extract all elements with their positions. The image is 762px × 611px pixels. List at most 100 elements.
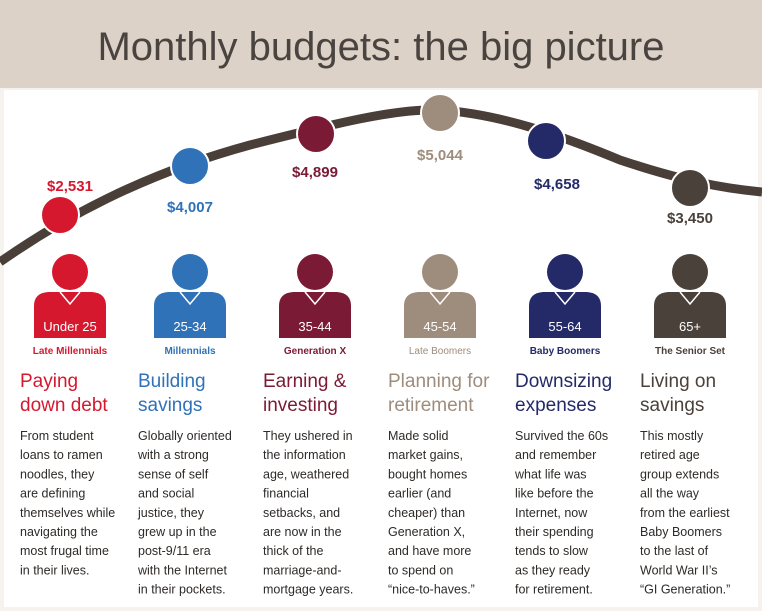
person-body xyxy=(529,292,601,338)
body-line: for retirement. xyxy=(515,583,593,597)
curve-dot xyxy=(40,195,80,235)
body-line: World War II’s xyxy=(640,563,718,577)
heading-line: expenses xyxy=(515,395,596,416)
body-line: tends to slow xyxy=(515,544,589,558)
body-line: with a strong xyxy=(137,448,209,462)
body-line: Baby Boomers xyxy=(640,525,722,539)
generation-label: Late Boomers xyxy=(409,346,471,357)
body-line: loans to ramen xyxy=(20,448,103,462)
amount: $4,007 xyxy=(167,199,213,216)
amount: $4,899 xyxy=(292,164,338,181)
age-label: 65+ xyxy=(679,319,701,334)
body-line: thick of the xyxy=(263,544,323,558)
body-line: themselves while xyxy=(20,506,115,520)
body-line: Globally oriented xyxy=(138,429,232,443)
person-body xyxy=(279,292,351,338)
columns: $2,531 Under 25 Late Millennials Paying down… xyxy=(20,93,730,597)
curve-dot xyxy=(296,114,336,154)
body-line: most frugal time xyxy=(20,544,109,558)
age-label: Under 25 xyxy=(43,319,96,334)
body-line: They ushered in xyxy=(263,429,353,443)
amount: $4,658 xyxy=(534,176,580,193)
body-line: like before the xyxy=(515,487,594,501)
heading-line: Planning for xyxy=(388,371,490,392)
body-line: in their pockets. xyxy=(138,583,226,597)
body-line: all the way xyxy=(640,487,700,501)
generation-label: Millennials xyxy=(164,346,216,357)
curve-dot xyxy=(420,93,460,133)
body-line: in their lives. xyxy=(20,563,89,577)
heading-line: down debt xyxy=(20,395,108,416)
heading-line: Earning & xyxy=(263,371,347,392)
body-line: cheaper) than xyxy=(388,506,465,520)
body-line: “GI Generation.” xyxy=(640,583,730,597)
person-head xyxy=(52,254,88,290)
body-line: with the Internet xyxy=(137,563,227,577)
curve-dot xyxy=(170,146,210,186)
header-band xyxy=(0,0,762,88)
person-head xyxy=(672,254,708,290)
body-line: post-9/11 era xyxy=(138,544,211,558)
curve-dot xyxy=(670,168,710,208)
age-label: 55-64 xyxy=(548,319,581,334)
person-head xyxy=(297,254,333,290)
body-line: This mostly xyxy=(640,429,704,443)
body-line: grew up in the xyxy=(138,525,217,539)
person-collar xyxy=(179,291,201,306)
person-head xyxy=(547,254,583,290)
age-label: 45-54 xyxy=(423,319,456,334)
body-line: and remember xyxy=(515,448,596,462)
person-collar xyxy=(679,291,701,306)
body-line: what life was xyxy=(514,467,587,481)
body-line: financial xyxy=(263,487,309,501)
person-head xyxy=(172,254,208,290)
age-label: 35-44 xyxy=(298,319,331,334)
body-line: Survived the 60s xyxy=(515,429,608,443)
person-collar xyxy=(554,291,576,306)
generation-label: Late Millennials xyxy=(33,346,108,357)
body-line: sense of self xyxy=(138,467,209,481)
panel xyxy=(4,90,758,607)
heading-line: Paying xyxy=(20,371,78,392)
heading-line: savings xyxy=(640,395,704,416)
body-line: noodles, they xyxy=(20,467,95,481)
body-line: From student xyxy=(20,429,94,443)
body-line: justice, they xyxy=(137,506,205,520)
body-line: as they ready xyxy=(515,563,591,577)
body-line: marriage-and- xyxy=(263,563,342,577)
body-line: are now in the xyxy=(263,525,342,539)
body-line: to the last of xyxy=(640,544,709,558)
heading-line: investing xyxy=(263,395,338,416)
body-line: Made solid xyxy=(388,429,448,443)
body-line: “nice-to-haves.” xyxy=(388,583,475,597)
curve-dot xyxy=(526,121,566,161)
person-body xyxy=(34,292,106,338)
body-line: to spend on xyxy=(388,563,453,577)
body-line: are defining xyxy=(20,487,85,501)
body-line: navigating the xyxy=(20,525,98,539)
person-body xyxy=(154,292,226,338)
generation-label: Baby Boomers xyxy=(530,346,601,357)
body-line: group extends xyxy=(640,467,719,481)
body-line: market gains, xyxy=(388,448,463,462)
age-label: 25-34 xyxy=(173,319,206,334)
amount: $2,531 xyxy=(47,178,93,195)
body-line: their spending xyxy=(515,525,594,539)
heading-line: retirement xyxy=(388,395,474,416)
person-body xyxy=(404,292,476,338)
heading-line: savings xyxy=(138,395,202,416)
body-line: Generation X, xyxy=(388,525,465,539)
body-line: and social xyxy=(138,487,194,501)
person-collar xyxy=(304,291,326,306)
heading-line: Downsizing xyxy=(515,371,612,392)
amount: $3,450 xyxy=(667,210,713,227)
body-line: age, weathered xyxy=(263,467,349,481)
heading-line: Living on xyxy=(640,371,716,392)
generation-label: The Senior Set xyxy=(655,346,726,357)
body-line: and have more xyxy=(388,544,471,558)
body-line: retired age xyxy=(640,448,700,462)
amount: $5,044 xyxy=(417,147,464,164)
heading-line: Building xyxy=(138,371,206,392)
body-line: mortgage years. xyxy=(263,583,353,597)
